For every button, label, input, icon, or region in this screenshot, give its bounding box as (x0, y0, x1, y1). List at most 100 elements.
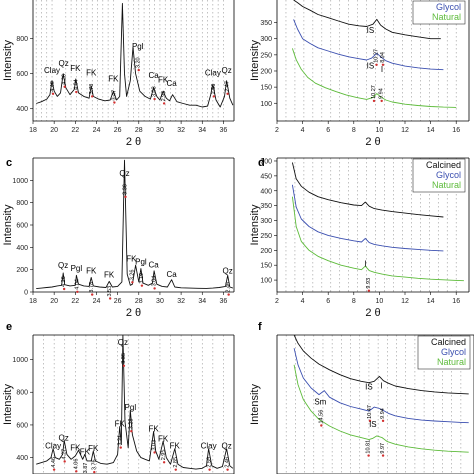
y-axis-label: Intensity (2, 384, 14, 425)
y-tick-label: 400 (16, 245, 28, 252)
peak-marker (226, 92, 229, 95)
peak-label: Pgl (125, 403, 137, 412)
y-tick-label: 300 (260, 218, 272, 225)
y-axis-label: Intensity (2, 204, 14, 245)
peak-label: FK (80, 447, 91, 456)
y-tick-label: 250 (260, 52, 272, 59)
panel-letter: d (258, 157, 265, 169)
series-line-glycol (291, 184, 444, 252)
peak-marker (320, 424, 323, 427)
x-tick-label: 2 (275, 127, 279, 134)
legend-entry: Natural (437, 357, 466, 367)
y-tick-label: 600 (16, 422, 28, 429)
legend-entry: Glycol (441, 347, 466, 357)
peak-label: Qz (58, 261, 68, 270)
peak-marker (381, 419, 385, 423)
peak-marker (162, 102, 166, 105)
y-tick-label: 500 (260, 158, 272, 165)
peak-label: I (380, 382, 382, 391)
peak-marker (153, 451, 156, 454)
y-tick-label: 350 (260, 20, 272, 27)
d-spacing-label: 9.94 (379, 88, 385, 99)
series-line-pattern (36, 335, 234, 470)
peak-marker (90, 293, 94, 296)
y-tick-label: 100 (260, 278, 272, 285)
y-tick-label: 100 (260, 101, 272, 108)
y-tick-label: 350 (260, 203, 272, 210)
d-spacing-label: 3.03 (152, 440, 158, 451)
peak-label: I (381, 65, 383, 74)
x-tick-label: 36 (220, 298, 228, 305)
y-axis-label: Intensity (249, 204, 261, 245)
legend-box (417, 335, 471, 370)
peak-label: Pgl (135, 258, 147, 267)
d-spacing-label: 4.26 (62, 74, 68, 85)
x-tick-label: 24 (93, 127, 101, 134)
peak-marker (63, 85, 66, 88)
x-tick-label: 6 (326, 298, 330, 305)
x-tick-label: 20 (50, 127, 58, 134)
y-axis-label: Intensity (249, 40, 261, 81)
peak-marker (113, 101, 116, 104)
peak-label: Ca (166, 79, 177, 88)
peak-label: Clay (44, 66, 60, 75)
d-spacing-label: 2.59 (207, 457, 213, 468)
peak-label: IS (367, 26, 375, 35)
y-tick-label: 200 (260, 68, 272, 75)
peak-label: FK (86, 267, 97, 276)
peak-marker (227, 293, 230, 296)
d-spacing-label: 9.93 (366, 278, 372, 289)
series-line-glycol (293, 19, 444, 71)
legend-entry: Glycol (436, 2, 461, 12)
peak-marker (367, 454, 370, 457)
peak-marker (226, 468, 229, 471)
panel-letter: e (6, 321, 12, 333)
d-spacing-label: 3.21 (118, 435, 124, 446)
peak-marker (372, 99, 376, 103)
peak-marker (381, 63, 385, 66)
y-tick-label: 1000 (12, 357, 28, 364)
peak-marker (122, 364, 126, 368)
x-tick-label: 2 (275, 298, 279, 305)
x-tick-label: 18 (29, 127, 37, 134)
x-tick-label: 30 (156, 127, 164, 134)
peak-label: FK (115, 420, 126, 429)
legend-entry: Natural (432, 180, 461, 190)
d-spacing-label: 3.78 (89, 84, 95, 95)
x-tick-label: 28 (135, 298, 143, 305)
d-spacing-label: 2.46 (225, 457, 231, 468)
series-line-calcined (293, 335, 469, 395)
x-axis-label: 2 θ (365, 307, 380, 319)
legend-entry: Calcined (431, 337, 466, 347)
d-spacing-label: 2.95 (161, 450, 167, 461)
d-spacing-label: 3.26 (129, 270, 135, 281)
d-spacing-label: 2.46 (226, 282, 232, 293)
peak-label: Ca (166, 270, 177, 279)
peak-marker (367, 289, 371, 292)
d-spacing-label: 3.76 (91, 459, 97, 470)
d-spacing-label: 14.56 (318, 410, 324, 424)
x-tick-label: 8 (352, 127, 356, 134)
peak-marker (124, 195, 127, 199)
peak-marker (93, 470, 96, 474)
peak-label: Pgl (71, 264, 83, 273)
peak-label: FK (158, 75, 169, 84)
d-spacing-label: 9.97 (380, 443, 386, 454)
d-spacing-label: 4.04 (73, 79, 79, 90)
peak-marker (75, 90, 78, 94)
peak-label: Qz (221, 66, 231, 75)
panel-d: 2 4 6 8 10 12 14 16 100 150 200 250 300 350 400 450 500 I… (249, 157, 470, 319)
x-tick-label: 8 (352, 298, 356, 305)
y-axis-label: Intensity (249, 384, 261, 425)
d-spacing-label: 3.35 (121, 353, 127, 364)
x-tick-label: 6 (326, 127, 330, 134)
y-tick-label: 800 (16, 36, 28, 43)
y-tick-label: 800 (16, 390, 28, 397)
x-tick-label: 28 (135, 127, 143, 134)
d-spacing-label: 4.49 (50, 81, 56, 92)
panel-e: 400 600 800 1000 Intensity e Qz 3.35 Clay 4.46 Qz 4… (2, 321, 235, 474)
d-spacing-label: 9.94 (380, 408, 386, 419)
